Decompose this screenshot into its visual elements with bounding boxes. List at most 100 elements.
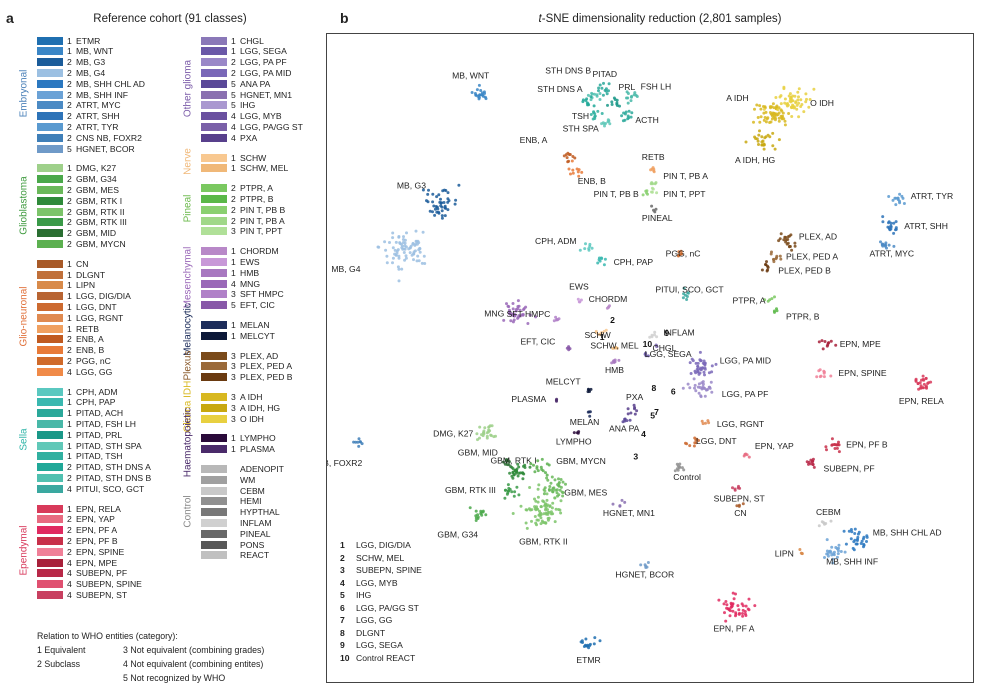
scatter-point: [553, 496, 557, 500]
scatter-point: [422, 254, 426, 258]
scatter-point: [700, 419, 704, 423]
legend-who-code: 2: [231, 215, 236, 226]
cluster-label: STH SPA: [563, 124, 599, 134]
scatter-point: [829, 374, 833, 378]
scatter-point: [517, 465, 521, 469]
scatter-point: [518, 308, 522, 312]
scatter-point: [505, 302, 508, 306]
legend-who-code: 1: [67, 291, 72, 302]
scatter-point: [410, 253, 414, 257]
scatter-point: [515, 485, 519, 489]
legend-group-label: Glio-neuronal: [18, 286, 30, 347]
legend-class-row: 1 LGG, DNT: [37, 301, 117, 312]
scatter-point: [598, 83, 602, 87]
legend-class-row: 1 MELCYT: [201, 330, 275, 341]
scatter-point: [554, 315, 558, 319]
scatter-point: [793, 241, 797, 245]
scatter-point: [791, 99, 795, 103]
scatter-point: [924, 376, 928, 380]
scatter-point: [688, 444, 692, 448]
legend-class-row: 1 RETB: [37, 323, 99, 334]
scatter-point: [847, 529, 851, 533]
legend-class-name: PTPR, A: [240, 183, 273, 194]
scatter-point: [414, 242, 418, 246]
legend-class-name: PLEX, AD: [240, 350, 279, 361]
scatter-point: [512, 494, 516, 498]
scatter-point: [612, 96, 616, 100]
scatter-point: [539, 505, 543, 509]
scatter-point: [457, 183, 461, 187]
cluster-fsh-lh: [625, 90, 639, 105]
cluster-label: EPN, PF B: [846, 440, 888, 450]
scatter-point: [822, 375, 826, 379]
scatter-point: [697, 372, 701, 376]
legend-class-row: HEMI: [201, 496, 261, 507]
scatter-point: [567, 159, 571, 163]
cluster-pitui-sco-gct: [681, 286, 690, 301]
legend-class-row: PONS: [201, 539, 264, 550]
scatter-point: [881, 215, 885, 219]
scatter-point: [439, 197, 442, 201]
legend-class-row: 4 SUBEPN, PF: [37, 568, 127, 579]
scatter-point: [703, 361, 707, 365]
scatter-point: [728, 614, 732, 618]
scatter-point: [480, 433, 483, 437]
cluster-pxa: [626, 403, 639, 416]
legend-who-code: 2: [67, 206, 72, 217]
legend-color-swatch: [201, 331, 227, 340]
scatter-point: [676, 468, 680, 472]
scatter-point: [557, 482, 561, 485]
scatter-point: [924, 384, 928, 388]
legend-color-swatch: [201, 227, 227, 236]
cluster-mb-shh-chl-ad: [842, 527, 869, 552]
scatter-point: [898, 192, 902, 196]
scatter-point: [762, 143, 765, 147]
scatter-point: [684, 441, 687, 445]
legend-who-code: 3: [231, 289, 236, 300]
legend-class-row: 1 HMB: [201, 267, 259, 278]
legend-class-row: 4 SUBEPN, ST: [37, 589, 127, 600]
legend-class-row: 1 ETMR: [37, 35, 100, 46]
scatter-point: [600, 112, 604, 115]
legend-color-swatch: [37, 526, 63, 535]
legend-class-name: PIN T, PB A: [240, 215, 285, 226]
legend-color-swatch: [37, 463, 63, 472]
scatter-point: [478, 425, 482, 429]
scatter-point: [824, 445, 828, 449]
scatter-point: [694, 371, 698, 375]
legend-class-row: 2 PIN T, PB B: [201, 204, 285, 215]
scatter-point: [770, 105, 774, 109]
cluster-label: GBM, G34: [437, 530, 478, 540]
cluster-sth-dns-b: [586, 91, 602, 102]
scatter-point: [795, 107, 799, 111]
legend-color-swatch: [201, 153, 227, 162]
panel-b-title-rest: -SNE dimensionality reduction (2,801 sam…: [541, 13, 782, 25]
cluster-lympho: [572, 430, 581, 435]
scatter-point: [549, 510, 553, 514]
legend-class-name: ENB, A: [76, 334, 104, 345]
legend-class-row: 2 PTPR, B: [201, 193, 273, 204]
legend-class-row: 1 SCHW: [201, 152, 266, 163]
scatter-point: [442, 188, 446, 192]
scatter-point: [764, 263, 768, 267]
legend-who-code: 2: [67, 472, 72, 483]
scatter-point: [773, 310, 776, 314]
scatter-point: [849, 537, 853, 541]
legend-who-code: 4: [67, 366, 72, 377]
scatter-point: [842, 529, 846, 533]
scatter-point: [577, 168, 581, 172]
scatter-point: [530, 519, 533, 523]
scatter-point: [578, 300, 582, 304]
legend-who-code: 2: [67, 334, 72, 345]
legend-color-swatch: [37, 441, 63, 450]
legend-class-name: SUBEPN, PF: [76, 568, 128, 579]
cluster-prl: [606, 96, 621, 108]
scatter-point: [584, 242, 587, 246]
legend-color-swatch: [37, 144, 63, 153]
scatter-point: [545, 498, 549, 502]
panel-b-title: t-SNE dimensionality reduction (2,801 sa…: [440, 13, 880, 25]
legend-class-row: 1 EWS: [201, 256, 260, 267]
legend-class-row: 2 ENB, A: [37, 334, 104, 345]
scatter-point: [512, 318, 516, 322]
legend-class-row: 2 EPN, YAP: [37, 514, 115, 525]
